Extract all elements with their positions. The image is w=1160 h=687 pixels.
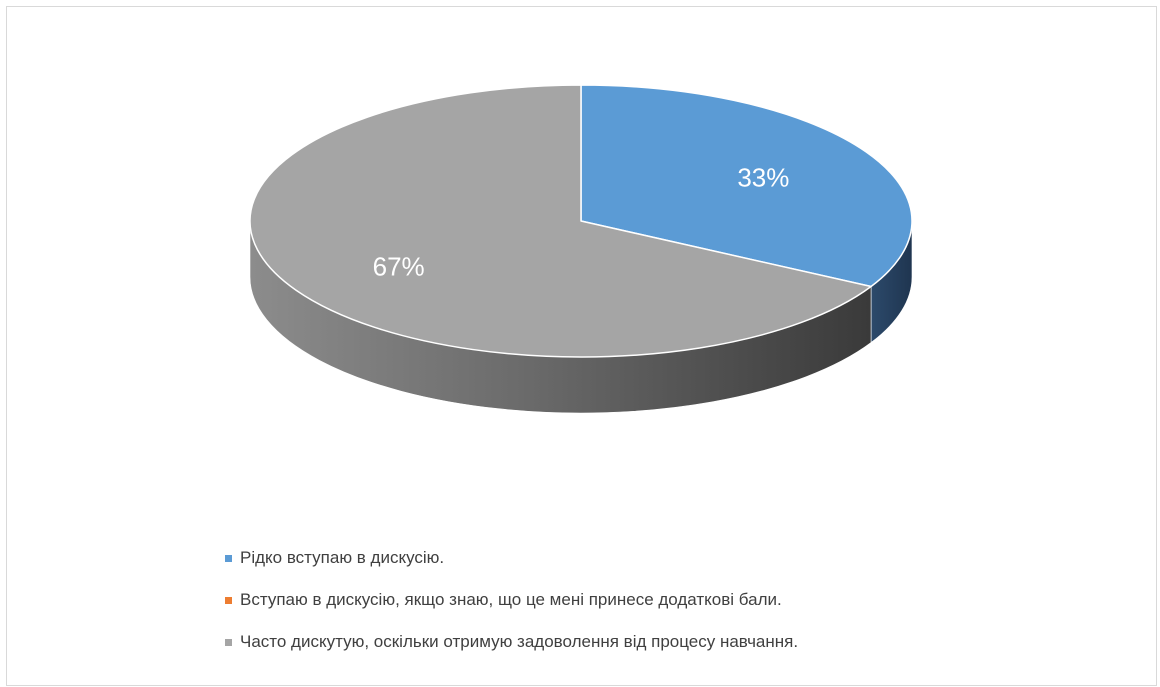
- pie-data-labels: 33% 67%: [373, 163, 790, 282]
- legend-swatch-icon: [225, 638, 232, 646]
- legend: Рідко вступаю в дискусію. Вступаю в диск…: [225, 547, 798, 673]
- legend-item: Часто дискутую, оскільки отримую задовол…: [225, 631, 798, 653]
- pie-data-label: 67%: [373, 251, 425, 281]
- pie-slice: [249, 84, 872, 358]
- legend-swatch-icon: [225, 596, 232, 604]
- pie-data-label: 33%: [737, 163, 789, 193]
- legend-label: Часто дискутую, оскільки отримую задовол…: [240, 632, 799, 651]
- legend-item: Рідко вступаю в дискусію.: [225, 547, 798, 569]
- pie-tops: [249, 84, 913, 358]
- legend-swatch-icon: [225, 554, 232, 562]
- chart-area: 33% 67% Рідко вступаю в дискусію. Вступаю…: [6, 6, 1157, 686]
- pie-chart: 33% 67%: [249, 84, 913, 414]
- pie-slice: [580, 84, 913, 288]
- legend-item: Вступаю в дискусію, якщо знаю, що це мен…: [225, 589, 798, 611]
- legend-label: Рідко вступаю в дискусію.: [240, 548, 445, 567]
- legend-label: Вступаю в дискусію, якщо знаю, що це мен…: [240, 590, 782, 609]
